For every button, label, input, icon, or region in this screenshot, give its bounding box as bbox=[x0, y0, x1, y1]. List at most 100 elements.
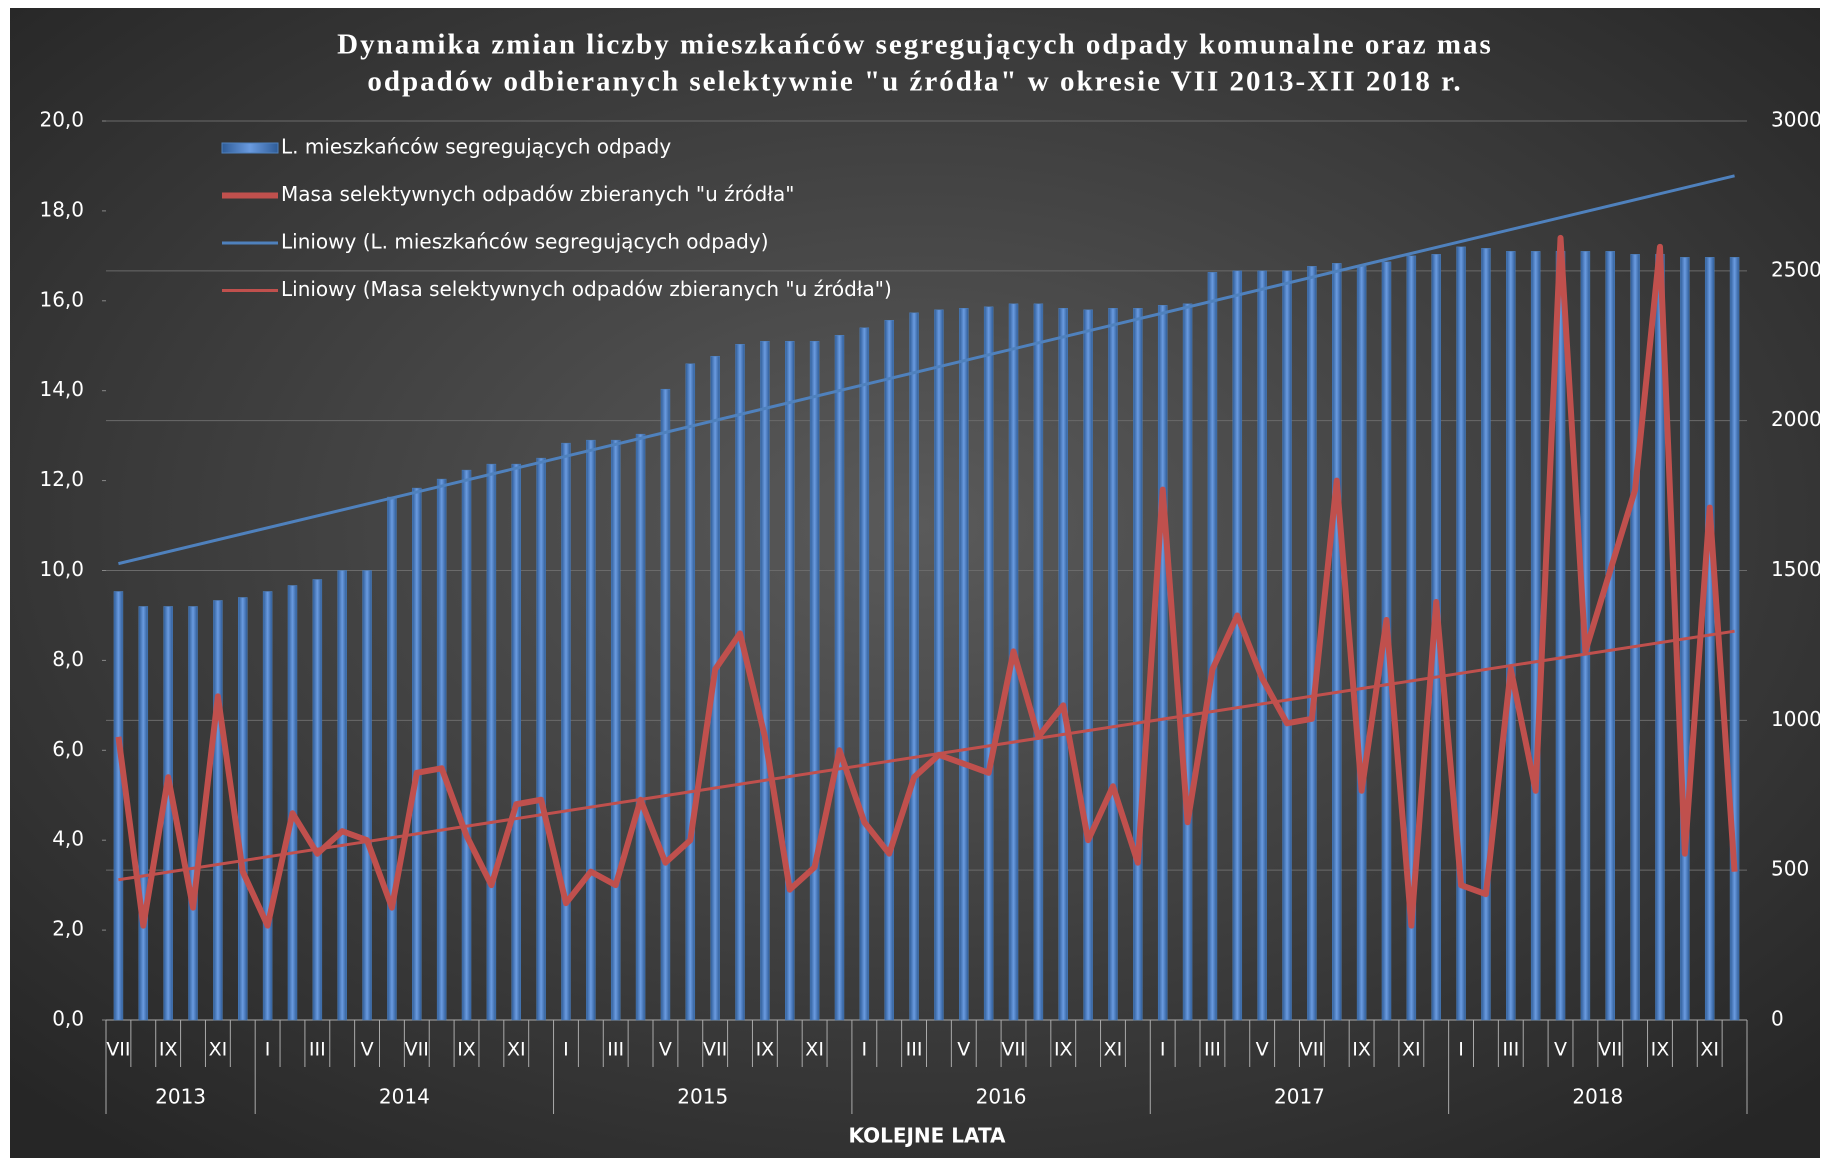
x-tick-label: IX bbox=[1651, 1039, 1670, 1061]
bar bbox=[561, 442, 571, 1021]
bar bbox=[1083, 309, 1093, 1021]
bar bbox=[834, 335, 845, 1021]
x-group-label: 2016 bbox=[976, 1085, 1027, 1109]
x-tick-label: V bbox=[659, 1039, 672, 1061]
x-tick-label: V bbox=[1554, 1039, 1567, 1061]
chart-subtitle: odpadów odbieranych selektywnie "u źródł… bbox=[367, 66, 1462, 98]
x-tick-label: VII bbox=[1001, 1039, 1025, 1061]
y-tick-label: 18,0 bbox=[39, 197, 84, 221]
trend-line bbox=[118, 174, 1735, 566]
bar bbox=[909, 312, 919, 1021]
x-tick-label: I bbox=[265, 1039, 271, 1061]
bar bbox=[287, 585, 298, 1021]
x-tick-label: VII bbox=[703, 1039, 727, 1061]
x-tick-label: IX bbox=[159, 1039, 178, 1061]
x-tick-label: XI bbox=[805, 1039, 824, 1061]
x-tick-label: I bbox=[563, 1039, 569, 1061]
x-tick-label: VII bbox=[106, 1039, 130, 1061]
x-group-label: 2018 bbox=[1572, 1085, 1623, 1109]
bar bbox=[138, 606, 149, 1021]
bar bbox=[685, 363, 696, 1021]
x-tick-label: XI bbox=[1104, 1039, 1123, 1061]
bar bbox=[1406, 255, 1417, 1021]
y-tick-label: 0,0 bbox=[52, 1007, 84, 1031]
chart-title: Dynamika zmian liczby mieszkańców segreg… bbox=[337, 29, 1493, 61]
bar bbox=[859, 327, 870, 1021]
bar bbox=[362, 570, 372, 1021]
bar bbox=[1605, 251, 1615, 1021]
x-tick-label: IX bbox=[756, 1039, 775, 1061]
bar bbox=[785, 341, 795, 1021]
bar bbox=[1704, 257, 1715, 1021]
bar bbox=[1530, 251, 1541, 1021]
line-series bbox=[115, 234, 1738, 929]
bar bbox=[660, 388, 671, 1021]
bar bbox=[1282, 270, 1292, 1021]
x-tick-label: I bbox=[1160, 1039, 1166, 1061]
bar bbox=[1182, 303, 1193, 1021]
legend-label: L. mieszkańców segregujących odpady bbox=[281, 135, 671, 159]
y2-tick-label: 2500 bbox=[1771, 257, 1822, 281]
bar bbox=[213, 600, 223, 1021]
y-tick-label: 16,0 bbox=[39, 287, 84, 311]
y-tick-label: 8,0 bbox=[52, 647, 84, 671]
x-tick-label: IX bbox=[1352, 1039, 1371, 1061]
y-tick-label: 10,0 bbox=[39, 557, 84, 581]
legend-label: Liniowy (Masa selektywnych odpadów zbier… bbox=[281, 277, 892, 301]
x-group-label: 2017 bbox=[1274, 1085, 1325, 1109]
bar bbox=[1257, 270, 1267, 1021]
bar bbox=[1307, 266, 1317, 1021]
bar bbox=[1356, 266, 1367, 1021]
x-tick-label: V bbox=[1256, 1039, 1269, 1061]
bar bbox=[1506, 251, 1516, 1021]
y2-tick-label: 0 bbox=[1771, 1007, 1784, 1031]
legend-label: Liniowy (L. mieszkańców segregujących od… bbox=[281, 230, 769, 254]
x-tick-label: V bbox=[361, 1039, 374, 1061]
x-tick-label: XI bbox=[209, 1039, 228, 1061]
y-tick-label: 14,0 bbox=[39, 377, 84, 401]
y2-tick-label: 1500 bbox=[1771, 557, 1822, 581]
bar bbox=[486, 463, 497, 1021]
x-axis-title: KOLEJNE LATA bbox=[848, 1124, 1006, 1148]
bar bbox=[1207, 272, 1218, 1021]
y2-tick-label: 2000 bbox=[1771, 407, 1822, 431]
bar bbox=[1033, 303, 1044, 1021]
bar bbox=[536, 457, 546, 1021]
x-tick-label: III bbox=[906, 1039, 923, 1061]
bar bbox=[312, 579, 323, 1021]
trend-line bbox=[118, 629, 1735, 882]
x-group-label: 2015 bbox=[677, 1085, 728, 1109]
y2-tick-label: 500 bbox=[1771, 857, 1809, 881]
bar bbox=[1630, 254, 1640, 1021]
bar bbox=[1133, 308, 1143, 1021]
y-tick-label: 6,0 bbox=[52, 737, 84, 761]
bar bbox=[1332, 263, 1342, 1021]
x-tick-label: IX bbox=[457, 1039, 476, 1061]
bar bbox=[884, 320, 894, 1021]
x-tick-label: XI bbox=[507, 1039, 526, 1061]
x-tick-label: III bbox=[607, 1039, 624, 1061]
legend-label: Masa selektywnych odpadów zbieranych "u … bbox=[281, 182, 794, 206]
x-tick-label: III bbox=[309, 1039, 326, 1061]
bar bbox=[387, 496, 397, 1021]
bar bbox=[1232, 270, 1243, 1021]
x-group-label: 2013 bbox=[155, 1085, 206, 1109]
bar bbox=[188, 606, 198, 1021]
x-tick-label: VII bbox=[1598, 1039, 1622, 1061]
bar bbox=[586, 439, 596, 1021]
bar bbox=[1058, 308, 1068, 1021]
x-tick-label: III bbox=[1502, 1039, 1519, 1061]
bar bbox=[934, 309, 944, 1021]
bar bbox=[436, 478, 447, 1021]
bar bbox=[461, 469, 472, 1021]
x-tick-label: IX bbox=[1054, 1039, 1073, 1061]
bar bbox=[1157, 305, 1168, 1021]
x-tick-label: III bbox=[1204, 1039, 1221, 1061]
bar bbox=[238, 597, 248, 1021]
legend-swatch bbox=[221, 142, 279, 154]
bar bbox=[337, 570, 347, 1021]
bar bbox=[1481, 248, 1491, 1021]
x-tick-label: VII bbox=[1300, 1039, 1324, 1061]
bar bbox=[113, 591, 124, 1021]
